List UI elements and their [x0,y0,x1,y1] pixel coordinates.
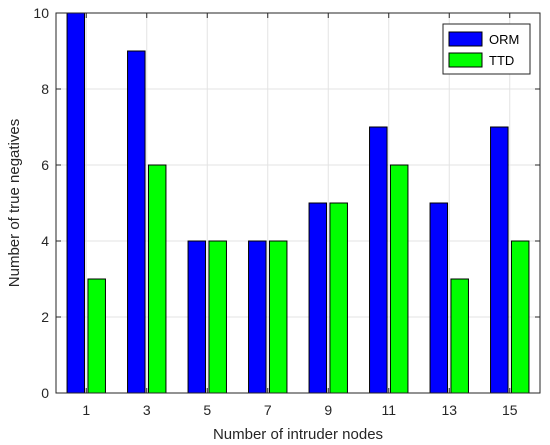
bar-orm-7 [248,240,267,394]
x-ticks: 1 3 5 7 9 11 13 15 [82,13,518,418]
x-axis-label: Number of intruder nodes [213,426,383,443]
legend-label-ttd: TTD [489,53,514,68]
legend: ORM TTD [442,23,531,75]
bar-orm-1 [66,12,86,394]
y-tick-label: 6 [41,157,49,173]
x-tick-label: 9 [324,402,332,418]
bar-ttd-13 [450,278,469,394]
bar-ttd-15 [510,240,530,394]
axes-box [55,12,541,394]
y-ticks: 0 2 4 6 8 10 [33,5,540,401]
legend-swatch-orm [448,31,483,47]
y-tick-label: 4 [41,233,49,249]
x-tick-label: 1 [82,402,90,418]
bar-orm-9 [308,202,328,394]
bar-ttd-9 [329,202,348,394]
x-tick-label: 13 [441,402,457,418]
x-tick-label: 11 [381,402,396,418]
x-tick-label: 5 [203,402,211,418]
y-tick-label: 10 [33,5,49,21]
bar-ttd-5 [208,240,227,394]
x-tick-label: 3 [143,402,151,418]
y-tick-label: 8 [41,81,49,97]
y-tick-label: 2 [41,309,49,325]
bar-orm-3 [127,50,146,394]
legend-label-orm: ORM [489,32,519,47]
bar-ttd-1 [87,278,106,394]
bar-orm-5 [187,240,207,394]
bar-orm-13 [429,202,449,394]
legend-swatch-ttd [448,52,483,68]
y-axis-label: Number of true negatives [6,119,23,287]
bar-ttd-11 [389,164,409,394]
bar-orm-15 [490,126,509,394]
bar-ttd-3 [147,164,167,394]
bar-ttd-7 [268,240,288,394]
bar-orm-11 [369,126,388,394]
x-tick-label: 15 [502,402,518,418]
x-tick-label: 7 [264,402,272,418]
y-tick-label: 0 [41,385,49,401]
